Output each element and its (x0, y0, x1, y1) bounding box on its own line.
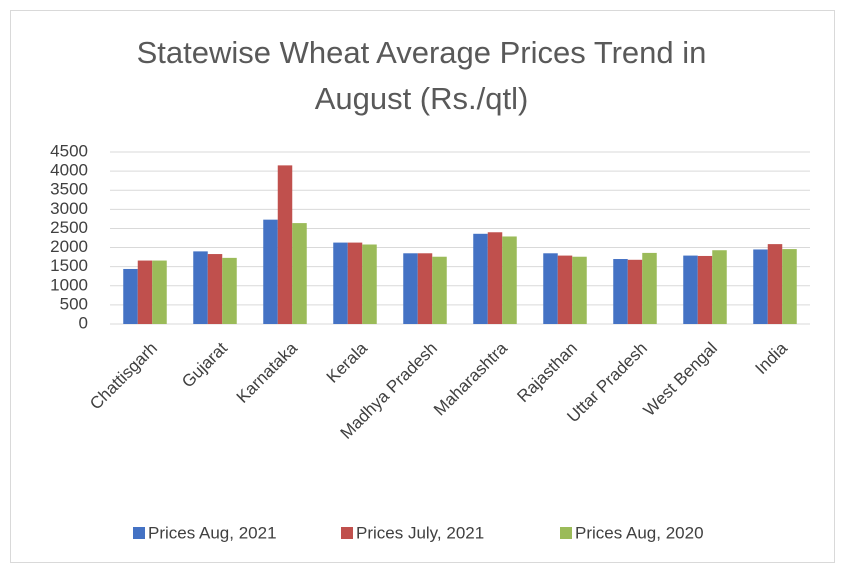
bar (753, 249, 768, 324)
bar (417, 253, 433, 324)
legend-label: Prices Aug, 2020 (575, 523, 704, 542)
y-tick-label: 4000 (50, 161, 88, 180)
legend-label: Prices July, 2021 (356, 523, 484, 542)
legend-swatch (133, 527, 145, 539)
y-tick-label: 500 (60, 294, 88, 313)
y-tick-label: 2500 (50, 218, 88, 237)
bar (207, 254, 223, 324)
legend-label: Prices Aug, 2021 (148, 523, 277, 542)
y-tick-label: 0 (79, 313, 88, 332)
bar (502, 236, 517, 324)
y-tick-label: 1500 (50, 256, 88, 275)
bar (487, 232, 503, 324)
bar (292, 223, 307, 324)
y-tick-label: 1000 (50, 275, 88, 294)
bar (333, 242, 348, 324)
bar (277, 165, 293, 324)
y-tick-label: 3000 (50, 199, 88, 218)
bar (642, 252, 657, 324)
bar (712, 250, 727, 324)
bar (782, 249, 797, 324)
y-tick-label: 3500 (50, 180, 88, 199)
bar (123, 268, 138, 324)
bar (263, 219, 278, 324)
y-tick-label: 2000 (50, 237, 88, 256)
legend-swatch (560, 527, 572, 539)
y-tick-label: 4500 (50, 141, 88, 160)
bar (137, 260, 153, 324)
bar (572, 256, 587, 324)
bar (403, 253, 418, 324)
bar (152, 260, 167, 324)
bar (473, 233, 488, 324)
bar (697, 255, 713, 324)
bar (543, 253, 558, 324)
legend-swatch (341, 527, 353, 539)
bar (193, 251, 208, 324)
bar (627, 259, 643, 324)
bar (557, 255, 573, 324)
bar (222, 257, 237, 324)
bar (432, 256, 447, 324)
bar (362, 244, 377, 324)
bar (613, 259, 628, 324)
bar (347, 242, 363, 324)
bar (683, 255, 698, 324)
chart-title: Statewise Wheat Average Prices Trend in … (136, 35, 707, 116)
bar (767, 244, 783, 324)
